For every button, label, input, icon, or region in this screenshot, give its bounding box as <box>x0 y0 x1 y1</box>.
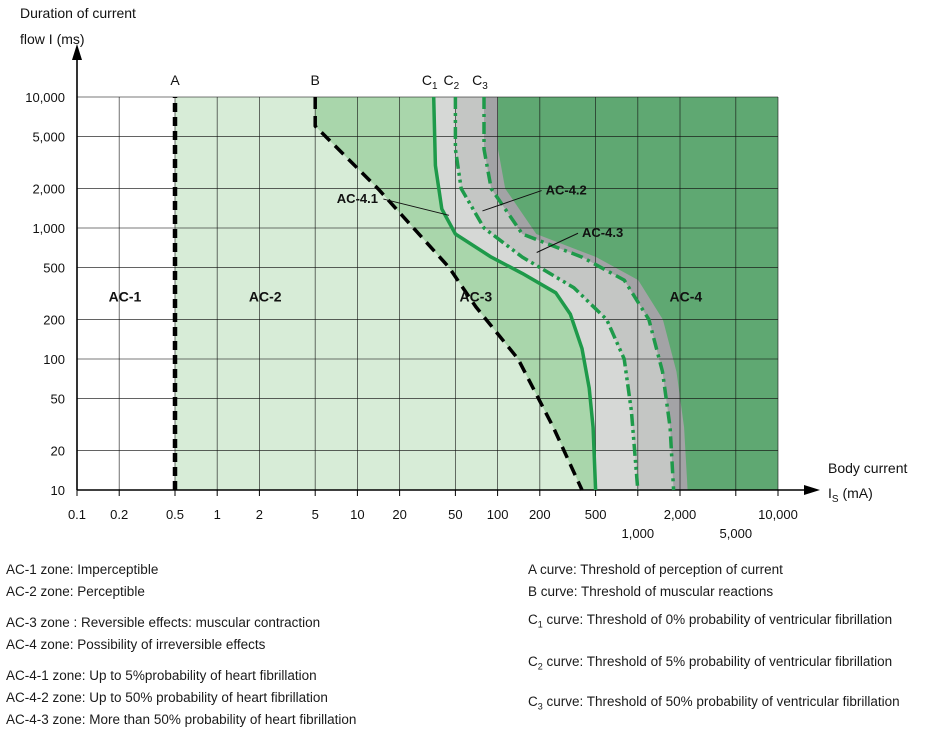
curve-legend: A curve: Threshold of perception of curr… <box>528 558 926 733</box>
curve-c1 <box>431 96 598 491</box>
callout-ac-41: AC-4.1 <box>337 191 378 206</box>
y-tick-label: 10,000 <box>25 90 65 105</box>
legend-curve-c2: C2 curve: Threshold of 5% probability of… <box>528 654 893 672</box>
zone-legend: AC-1 zone: Imperceptible AC-2 zone: Perc… <box>6 558 476 733</box>
callout-ac-42: AC-4.2 <box>546 183 587 198</box>
x-tick-label: 1 <box>214 507 221 522</box>
legend-ac1: AC-1 zone: Imperceptible <box>6 562 159 577</box>
curve-label-c1: C1 <box>422 72 438 92</box>
zone-ac4-fill <box>498 97 778 490</box>
zone-label-ac-2: AC-2 <box>249 288 282 304</box>
curve-b <box>313 97 584 491</box>
legend-ac41: AC-4-1 zone: Up to 5%probability of hear… <box>6 668 317 683</box>
zone-label-ac-3: AC-3 <box>460 288 493 304</box>
x-tick-label: 10,000 <box>758 507 798 522</box>
legend-curve-c1: C1 curve: Threshold of 0% probability of… <box>528 612 893 630</box>
y-tick-label: 100 <box>43 352 65 367</box>
y-tick-label: 500 <box>43 260 65 275</box>
x-axis-arrow <box>804 485 820 495</box>
x-axis-title: Body current <box>828 460 907 476</box>
zone-label-ac-4: AC-4 <box>669 288 702 304</box>
y-tick-label: 10 <box>51 483 65 498</box>
x-axis-title-2: IS (mA) <box>828 485 873 505</box>
x-tick-label: 5 <box>312 507 319 522</box>
legend-ac4: AC-4 zone: Possibility of irreversible e… <box>6 637 266 652</box>
x-tick-label: 0.1 <box>68 507 86 522</box>
x-tick-label: 20 <box>392 507 406 522</box>
y-tick-label: 20 <box>51 444 65 459</box>
curve-label-b: B <box>311 72 320 88</box>
x-tick-label: 500 <box>585 507 607 522</box>
legend-ac2: AC-2 zone: Perceptible <box>6 584 145 599</box>
y-axis-title-2: flow I (ms) <box>20 31 85 47</box>
y-axis-arrow <box>72 44 82 60</box>
callout-ac-41-leader <box>383 198 450 216</box>
curve-c2 <box>453 97 640 491</box>
callout-ac-42-leader <box>482 190 542 212</box>
x-tick-label: 200 <box>529 507 551 522</box>
x-tick-label: 10 <box>350 507 364 522</box>
curve-c3 <box>482 97 676 491</box>
x-tick-label: 0.2 <box>110 507 128 522</box>
x-tick-label: 50 <box>448 507 462 522</box>
callout-ac-43-leader <box>536 232 579 253</box>
iec-current-duration-chart: 10 20 50 100 200 500 1,000 2,000 5,000 10,000 0.1 0… <box>20 5 907 541</box>
callout-ac-43: AC-4.3 <box>582 225 623 240</box>
legend-curve-a: A curve: Threshold of perception of curr… <box>528 562 783 577</box>
y-tick-label: 2,000 <box>32 182 65 197</box>
legend-ac43: AC-4-3 zone: More than 50% probability o… <box>6 712 357 727</box>
curve-label-c2: C2 <box>444 72 460 92</box>
legend-curve-b: B curve: Threshold of muscular reactions <box>528 584 774 599</box>
zone-label-ac-1: AC-1 <box>109 288 142 304</box>
legend-ac42: AC-4-2 zone: Up to 50% probability of he… <box>6 690 328 705</box>
y-tick-label: 200 <box>43 313 65 328</box>
y-tick-label: 50 <box>51 391 65 406</box>
x-tick-label: 0.5 <box>166 507 184 522</box>
y-tick-label: 5,000 <box>32 129 65 144</box>
x-tick-label: 1,000 <box>622 526 655 541</box>
legend-curve-c3: C3 curve: Threshold of 50% probability o… <box>528 694 900 712</box>
y-tick-label: 1,000 <box>32 221 65 236</box>
y-axis-title: Duration of current <box>20 5 136 21</box>
x-tick-label: 2,000 <box>664 507 697 522</box>
x-tick-label: 100 <box>487 507 509 522</box>
curve-label-c3: C3 <box>472 72 488 92</box>
curve-label-a: A <box>170 72 180 88</box>
x-tick-label: 2 <box>256 507 263 522</box>
legend-ac3: AC-3 zone : Reversible effects: muscular… <box>6 615 321 630</box>
x-tick-label: 5,000 <box>720 526 753 541</box>
